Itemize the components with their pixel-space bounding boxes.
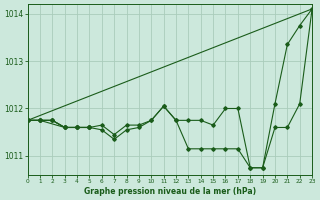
X-axis label: Graphe pression niveau de la mer (hPa): Graphe pression niveau de la mer (hPa) — [84, 187, 256, 196]
